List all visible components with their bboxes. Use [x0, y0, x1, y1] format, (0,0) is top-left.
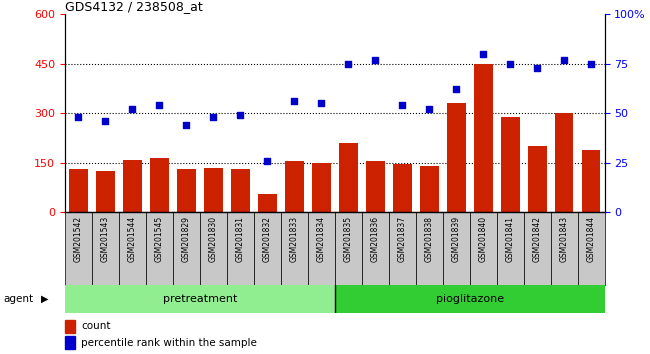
Bar: [447, 103, 465, 212]
FancyBboxPatch shape: [65, 285, 335, 313]
Text: ▶: ▶: [41, 294, 49, 304]
Bar: [528, 146, 547, 212]
Point: [181, 122, 192, 128]
Text: GSM201833: GSM201833: [290, 216, 299, 262]
Bar: [285, 161, 304, 212]
Text: pretreatment: pretreatment: [162, 294, 237, 304]
Text: GDS4132 / 238508_at: GDS4132 / 238508_at: [65, 0, 203, 13]
Text: GSM201836: GSM201836: [370, 216, 380, 262]
Text: GSM201545: GSM201545: [155, 216, 164, 262]
Bar: [65, 320, 75, 333]
Text: GSM201839: GSM201839: [452, 216, 461, 262]
Bar: [582, 150, 601, 212]
Point: [424, 107, 434, 112]
Point: [370, 57, 380, 63]
Point: [316, 101, 326, 106]
Bar: [339, 143, 358, 212]
Text: GSM201842: GSM201842: [532, 216, 541, 262]
Text: GSM201834: GSM201834: [317, 216, 326, 262]
FancyBboxPatch shape: [200, 212, 227, 285]
Text: GSM201831: GSM201831: [236, 216, 245, 262]
Point: [397, 103, 408, 108]
FancyBboxPatch shape: [119, 212, 146, 285]
Point: [559, 57, 569, 63]
Point: [343, 61, 354, 67]
FancyBboxPatch shape: [92, 212, 119, 285]
Point: [154, 103, 164, 108]
Text: GSM201843: GSM201843: [560, 216, 569, 262]
Bar: [554, 113, 573, 212]
Text: GSM201544: GSM201544: [128, 216, 137, 262]
FancyBboxPatch shape: [361, 212, 389, 285]
FancyBboxPatch shape: [254, 212, 281, 285]
FancyBboxPatch shape: [308, 212, 335, 285]
Text: GSM201840: GSM201840: [478, 216, 488, 262]
FancyBboxPatch shape: [497, 212, 524, 285]
Point: [478, 51, 488, 57]
FancyBboxPatch shape: [227, 212, 254, 285]
FancyBboxPatch shape: [389, 212, 416, 285]
FancyBboxPatch shape: [173, 212, 200, 285]
Text: pioglitazone: pioglitazone: [436, 294, 504, 304]
Bar: [393, 165, 411, 212]
FancyBboxPatch shape: [577, 212, 605, 285]
FancyBboxPatch shape: [416, 212, 443, 285]
Bar: [312, 163, 331, 212]
FancyBboxPatch shape: [65, 285, 604, 313]
Text: GSM201543: GSM201543: [101, 216, 110, 262]
Point: [100, 118, 110, 124]
FancyBboxPatch shape: [335, 212, 361, 285]
Point: [532, 65, 542, 70]
Bar: [366, 161, 385, 212]
Point: [505, 61, 515, 67]
FancyBboxPatch shape: [281, 212, 308, 285]
Bar: [65, 336, 75, 349]
Text: percentile rank within the sample: percentile rank within the sample: [81, 338, 257, 348]
Point: [289, 98, 300, 104]
Bar: [69, 170, 88, 212]
Bar: [177, 170, 196, 212]
Bar: [150, 158, 169, 212]
Text: GSM201844: GSM201844: [586, 216, 595, 262]
FancyBboxPatch shape: [335, 285, 604, 313]
Bar: [258, 194, 277, 212]
Point: [208, 114, 218, 120]
Point: [586, 61, 596, 67]
FancyBboxPatch shape: [443, 212, 470, 285]
Bar: [123, 160, 142, 212]
Bar: [420, 166, 439, 212]
Text: GSM201837: GSM201837: [398, 216, 407, 262]
Point: [127, 107, 138, 112]
Bar: [231, 170, 250, 212]
Bar: [500, 116, 519, 212]
Text: GSM201542: GSM201542: [74, 216, 83, 262]
Point: [73, 114, 84, 120]
Point: [451, 87, 462, 92]
FancyBboxPatch shape: [146, 212, 173, 285]
Text: GSM201841: GSM201841: [506, 216, 515, 262]
Point: [235, 113, 246, 118]
FancyBboxPatch shape: [551, 212, 577, 285]
Text: GSM201832: GSM201832: [263, 216, 272, 262]
Text: GSM201829: GSM201829: [182, 216, 191, 262]
FancyBboxPatch shape: [470, 212, 497, 285]
Bar: [204, 168, 223, 212]
Text: count: count: [81, 321, 110, 331]
FancyBboxPatch shape: [65, 212, 92, 285]
Text: GSM201830: GSM201830: [209, 216, 218, 262]
FancyBboxPatch shape: [524, 212, 551, 285]
Text: GSM201838: GSM201838: [424, 216, 434, 262]
Bar: [474, 64, 493, 212]
Point: [262, 158, 272, 164]
Text: GSM201835: GSM201835: [344, 216, 353, 262]
Text: agent: agent: [3, 294, 33, 304]
Bar: [96, 171, 115, 212]
